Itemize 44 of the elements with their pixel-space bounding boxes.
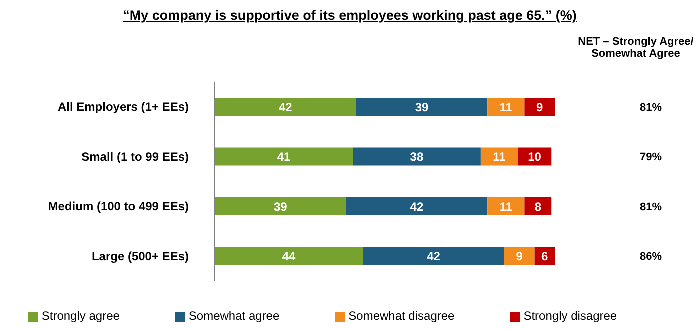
data-label: 11 (500, 100, 513, 114)
bar (215, 98, 356, 116)
bar (215, 198, 346, 216)
data-label: 39 (415, 100, 430, 114)
data-label: 42 (410, 200, 424, 214)
bar (524, 98, 555, 116)
data-label: 10 (528, 150, 542, 164)
data-label: 41 (277, 150, 292, 164)
bar (488, 198, 525, 216)
data-label: 9 (536, 100, 544, 114)
y-tick-label: Medium (100 to 499 EEs) (48, 200, 189, 214)
data-label: 42 (279, 100, 293, 114)
y-tick-label: All Employers (1+ EEs) (58, 100, 189, 114)
text: NET – Strongly Agree/ Somewhat Agree (577, 36, 695, 60)
bar (353, 148, 481, 166)
legend-label: Strongly disagree (524, 309, 618, 323)
chart-title: “My company is supportive of its employees working past age 65.” (%) (122, 8, 578, 23)
data-label: 38 (410, 150, 424, 164)
bar (504, 247, 535, 266)
bar (346, 198, 488, 216)
data-label: 11 (493, 150, 506, 164)
data-label: 44 (282, 250, 296, 264)
data-label: 11 (500, 200, 513, 214)
data-label: 6 (542, 250, 549, 264)
text: 81% (640, 201, 662, 214)
text: 86% (640, 251, 662, 264)
bar (488, 98, 525, 116)
legend-label: Strongly agree (42, 309, 120, 323)
data-label: 42 (427, 250, 441, 264)
bar (356, 98, 488, 116)
y-tick-label: Small (1 to 99 EEs) (82, 150, 189, 164)
bar (363, 247, 505, 266)
data-label: 9 (516, 250, 524, 264)
bar (480, 148, 518, 166)
data-label: 39 (274, 200, 288, 214)
text: 81% (640, 102, 662, 114)
data-label: 8 (534, 200, 542, 214)
y-tick-label: Large (500+ EEs) (92, 249, 189, 264)
bar (524, 198, 552, 216)
bar (215, 148, 354, 166)
legend-label: Somewhat disagree (348, 309, 455, 323)
bar (215, 247, 364, 266)
text: 79% (640, 152, 662, 164)
legend-label: Somewhat agree (188, 309, 280, 323)
